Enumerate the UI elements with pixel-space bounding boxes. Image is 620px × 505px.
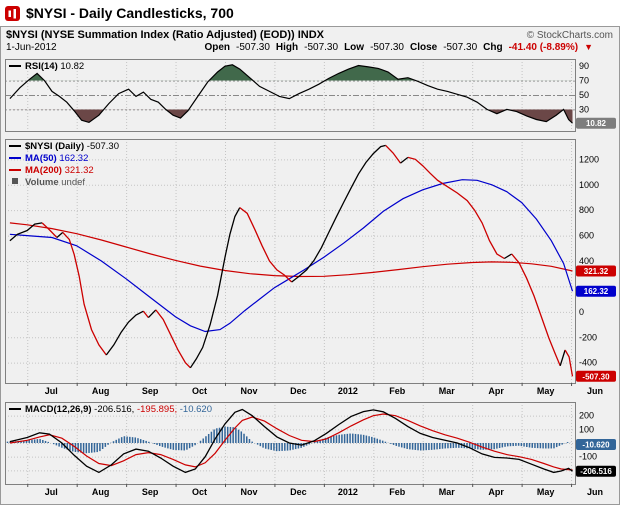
svg-text:Sep: Sep <box>142 386 159 396</box>
svg-text:Jul: Jul <box>45 386 58 396</box>
svg-text:-100: -100 <box>579 452 597 462</box>
svg-text:Jul: Jul <box>45 487 58 497</box>
chg-value: -41.40 (-8.89%) <box>508 42 579 53</box>
svg-text:Apr: Apr <box>488 487 504 497</box>
svg-text:Dec: Dec <box>290 386 307 396</box>
open-value: -507.30 <box>236 42 270 53</box>
svg-text:Aug: Aug <box>92 487 110 497</box>
svg-text:Mar: Mar <box>439 386 456 396</box>
chart-frame: $NYSI (NYSE Summation Index (Ratio Adjus… <box>0 26 620 505</box>
svg-text:May: May <box>537 487 555 497</box>
svg-text:Aug: Aug <box>92 386 110 396</box>
title-bar: $NYSI - Daily Candlesticks, 700 <box>0 0 620 26</box>
svg-text:321.32: 321.32 <box>584 267 609 276</box>
svg-text:162.32: 162.32 <box>584 287 609 296</box>
svg-text:2012: 2012 <box>338 487 358 497</box>
svg-text:50: 50 <box>579 90 589 100</box>
open-label: Open <box>204 42 230 53</box>
svg-text:1000: 1000 <box>579 180 599 190</box>
svg-text:Feb: Feb <box>389 487 406 497</box>
svg-text:MA(50) 162.32: MA(50) 162.32 <box>25 153 88 164</box>
svg-text:Jun: Jun <box>587 487 603 497</box>
svg-text:10.82: 10.82 <box>586 119 607 128</box>
svg-text:1200: 1200 <box>579 154 599 164</box>
ohlc-values: Open -507.30 High -507.30 Low -507.30 Cl… <box>204 42 593 53</box>
svg-text:600: 600 <box>579 231 594 241</box>
low-label: Low <box>344 42 365 53</box>
svg-text:MA(200) 321.32: MA(200) 321.32 <box>25 165 94 176</box>
svg-text:Nov: Nov <box>240 487 257 497</box>
svg-text:-507.30: -507.30 <box>582 372 610 381</box>
svg-text:$NYSI (Daily) -507.30: $NYSI (Daily) -507.30 <box>25 141 119 152</box>
svg-text:90: 90 <box>579 61 589 71</box>
svg-text:0: 0 <box>579 307 584 317</box>
svg-text:Jun: Jun <box>587 386 603 396</box>
svg-text:800: 800 <box>579 205 594 215</box>
stockcharts-logo-icon <box>5 5 20 21</box>
svg-text:Sep: Sep <box>142 487 159 497</box>
svg-text:100: 100 <box>579 424 594 434</box>
svg-text:RSI(14) 10.82: RSI(14) 10.82 <box>25 61 84 72</box>
down-arrow-icon: ▼ <box>584 42 593 52</box>
chart-date: 1-Jun-2012 <box>6 42 57 53</box>
svg-text:Dec: Dec <box>290 487 307 497</box>
quote-row: 1-Jun-2012 Open -507.30 High -507.30 Low… <box>6 42 593 53</box>
svg-text:May: May <box>537 386 555 396</box>
svg-text:400: 400 <box>579 256 594 266</box>
svg-text:Nov: Nov <box>240 386 257 396</box>
svg-text:Oct: Oct <box>192 386 207 396</box>
page-title: $NYSI - Daily Candlesticks, 700 <box>26 5 234 21</box>
high-label: High <box>275 42 299 53</box>
macd-indicator-panel: 200 100 -100 -10.620 -206.516 Jul Aug Sep Oct Nov… <box>5 402 616 497</box>
svg-text:Oct: Oct <box>192 487 207 497</box>
high-value: -507.30 <box>304 42 339 53</box>
svg-text:-206.516: -206.516 <box>580 467 612 476</box>
svg-text:MACD(12,26,9) -206.516, -195.8: MACD(12,26,9) -206.516, -195.895, -10.62… <box>25 404 212 415</box>
svg-text:Feb: Feb <box>389 386 406 396</box>
close-value: -507.30 <box>443 42 478 53</box>
svg-text:2012: 2012 <box>338 386 358 396</box>
main-price-panel: 1200 1000 800 600 400 0 -200 -400 321.32 162.32 -5… <box>5 139 616 396</box>
copyright-text: © StockCharts.com <box>526 30 613 41</box>
svg-text:-400: -400 <box>579 358 597 368</box>
symbol-description: $NYSI (NYSE Summation Index (Ratio Adjus… <box>6 29 325 41</box>
svg-text:-10.620: -10.620 <box>582 440 610 449</box>
svg-text:70: 70 <box>579 76 589 86</box>
svg-text:Mar: Mar <box>439 487 456 497</box>
low-value: -507.30 <box>370 42 404 53</box>
svg-text:200: 200 <box>579 411 594 421</box>
rsi-indicator-panel: 90 70 50 30 10.82 RSI(14) 10.82 <box>5 59 616 132</box>
svg-text:Volume undef: Volume undef <box>25 177 85 188</box>
chart-header: $NYSI (NYSE Summation Index (Ratio Adjus… <box>6 29 613 41</box>
close-label: Close <box>409 42 438 53</box>
chg-label: Chg <box>483 42 503 53</box>
svg-text:30: 30 <box>579 104 589 114</box>
svg-text:Apr: Apr <box>488 386 504 396</box>
svg-text:-200: -200 <box>579 332 597 342</box>
